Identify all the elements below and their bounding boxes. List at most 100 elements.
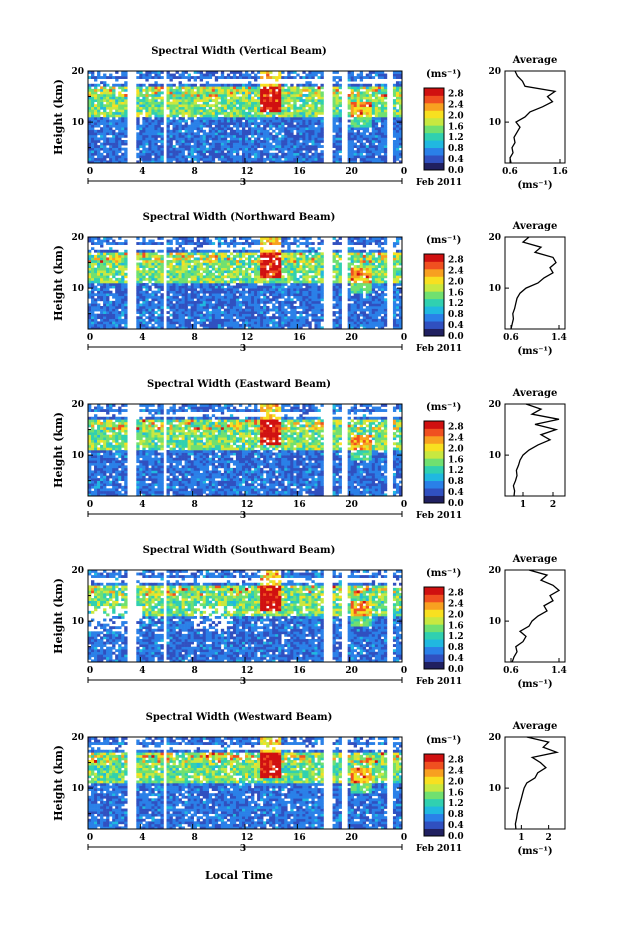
heatmap-cell — [202, 111, 207, 115]
heatmap-cell — [275, 104, 279, 108]
heatmap-cell — [223, 119, 228, 123]
heatmap-cell — [229, 311, 234, 314]
heatmap-cell — [260, 300, 264, 304]
heatmap-cell — [356, 99, 361, 102]
heatmap-cell — [229, 280, 234, 284]
heatmap-cell — [211, 249, 216, 253]
heatmap-cell — [332, 106, 336, 110]
colorbar-segment — [424, 155, 444, 163]
heatmap-cell — [229, 104, 234, 108]
heatmap-cell — [112, 142, 116, 146]
heatmap-cell — [190, 265, 194, 268]
heatmap-cell — [103, 254, 107, 258]
heatmap-cell — [97, 260, 101, 263]
heatmap-cell — [229, 152, 234, 156]
heatmap-cell — [251, 117, 255, 120]
heatmap-cell — [332, 86, 336, 90]
heatmap-cell — [235, 303, 240, 307]
heatmap-cell — [187, 160, 191, 164]
heatmap-cell — [136, 326, 140, 330]
heatmap-cell — [184, 137, 188, 141]
heatmap-cell — [287, 272, 291, 276]
heatmap-cell — [166, 147, 170, 151]
heatmap-cell — [284, 129, 288, 133]
heatmap-cell — [196, 137, 201, 141]
heatmap-cell — [284, 114, 288, 118]
heatmap-cell — [338, 124, 342, 128]
heatmap-cell — [350, 99, 354, 102]
heatmap-cell — [380, 83, 385, 87]
heatmap-cell — [269, 285, 273, 289]
heatmap-cell — [395, 127, 400, 131]
colorbar-segment — [424, 110, 444, 119]
heatmap-cell — [260, 254, 264, 258]
heatmap-cell — [202, 145, 207, 148]
heatmap-cell — [151, 160, 155, 164]
heatmap-cell — [211, 260, 216, 263]
heatmap-cell — [175, 152, 179, 156]
heatmap-cell — [193, 137, 197, 141]
heatmap-cell — [371, 160, 376, 164]
heatmap-cell — [91, 122, 95, 125]
heatmap-cell — [320, 157, 324, 161]
heatmap-cell — [338, 122, 342, 125]
heatmap-cell — [181, 134, 185, 138]
heatmap-cell — [103, 326, 107, 330]
heatmap-cell — [220, 134, 225, 138]
heatmap-cell — [88, 129, 92, 133]
heatmap-cell — [365, 155, 370, 159]
heatmap-cell — [100, 152, 104, 156]
heatmap-cell — [124, 76, 128, 79]
heatmap-cell — [157, 127, 161, 131]
heatmap-cell — [226, 91, 231, 95]
heatmap-cell — [145, 124, 149, 128]
heatmap-cell — [100, 239, 104, 243]
heatmap-cell — [97, 111, 101, 115]
heatmap-cell — [332, 71, 336, 74]
heatmap-cell — [112, 270, 116, 274]
heatmap-cell — [196, 252, 201, 256]
heatmap-cell — [190, 127, 194, 131]
heatmap-cell — [266, 124, 270, 128]
heatmap-cell — [112, 318, 116, 322]
heatmap-cell — [190, 308, 194, 312]
heatmap-cell — [175, 157, 179, 161]
heatmap-cell — [178, 117, 182, 120]
heatmap-cell — [266, 298, 270, 302]
heatmap-cell — [317, 94, 321, 97]
heatmap-cell — [281, 237, 285, 240]
heatmap-cell — [254, 242, 258, 245]
heatmap-cell — [263, 321, 267, 325]
heatmap-cell — [269, 106, 273, 110]
heatmap-cell — [232, 96, 237, 100]
heatmap-cell — [311, 83, 315, 87]
heatmap-cell — [290, 270, 294, 274]
heatmap-cell — [109, 150, 113, 154]
heatmap-cell — [220, 96, 225, 100]
heatmap-cell — [371, 119, 376, 123]
heatmap-cell — [290, 91, 294, 95]
heatmap-cell — [97, 265, 101, 268]
heatmap-cell — [199, 127, 204, 131]
heatmap-cell — [145, 101, 149, 105]
heatmap-cell — [235, 316, 240, 320]
heatmap-cell — [118, 137, 122, 141]
heatmap-cell — [398, 150, 403, 154]
heatmap-cell — [106, 94, 110, 97]
heatmap-cell — [308, 73, 312, 77]
heatmap-cell — [118, 280, 122, 284]
heatmap-cell — [257, 306, 261, 309]
heatmap-cell — [305, 318, 309, 322]
heatmap-cell — [157, 242, 161, 245]
heatmap-cell — [205, 76, 210, 79]
heatmap-cell — [139, 88, 143, 92]
heatmap-cell — [181, 83, 185, 87]
x-tick-label: 12 — [241, 167, 254, 177]
heatmap-cell — [266, 254, 270, 258]
heatmap-cell — [88, 262, 92, 266]
heatmap-cell — [296, 244, 300, 248]
heatmap-cell — [257, 140, 261, 143]
heatmap-cell — [181, 290, 185, 294]
heatmap-cell — [190, 122, 194, 125]
heatmap-cell — [241, 254, 246, 258]
